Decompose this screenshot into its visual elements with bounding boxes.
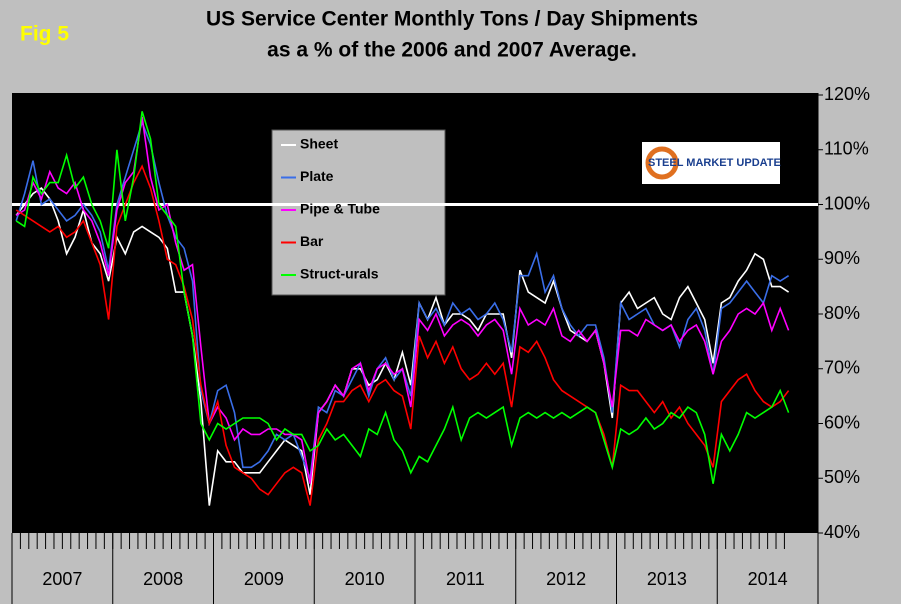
legend-label: Struct-urals [300, 266, 379, 282]
series-line [15, 187, 790, 506]
y-tick-label: 80% [824, 303, 860, 323]
x-group-label: 2014 [748, 569, 788, 589]
logo-icon [645, 146, 679, 180]
x-group-label: 2008 [143, 569, 183, 589]
x-group-label: 2011 [446, 569, 485, 589]
legend-label: Sheet [300, 136, 338, 152]
series-line [15, 111, 790, 484]
y-tick-label: 70% [824, 358, 860, 378]
series-line [15, 164, 790, 506]
y-tick-label: 40% [824, 522, 860, 542]
logo-text: STEEL MARKET UPDATE [648, 157, 781, 169]
y-tick-label: 100% [824, 193, 870, 213]
legend [271, 129, 446, 296]
series-line [15, 116, 790, 484]
x-group-label: 2010 [345, 569, 385, 589]
legend-label: Pipe & Tube [300, 201, 380, 217]
y-tick-label: 60% [824, 412, 860, 432]
legend-label: Plate [300, 168, 334, 184]
x-group-label: 2013 [647, 569, 687, 589]
x-group-label: 2009 [244, 569, 284, 589]
logo: STEEL MARKET UPDATE [642, 142, 781, 184]
y-tick-label: 110% [824, 139, 869, 159]
x-group-label: 2012 [546, 569, 586, 589]
chart-subtitle: as a % of the 2006 and 2007 Average. [267, 39, 637, 62]
y-tick-label: 120% [824, 84, 870, 104]
x-group-label: 2007 [42, 569, 82, 589]
y-tick-label: 90% [824, 248, 860, 268]
y-tick-label: 50% [824, 467, 860, 487]
legend-label: Bar [300, 233, 324, 249]
chart-title: US Service Center Monthly Tons / Day Shi… [206, 8, 698, 31]
fig-label: Fig 5 [20, 23, 69, 46]
